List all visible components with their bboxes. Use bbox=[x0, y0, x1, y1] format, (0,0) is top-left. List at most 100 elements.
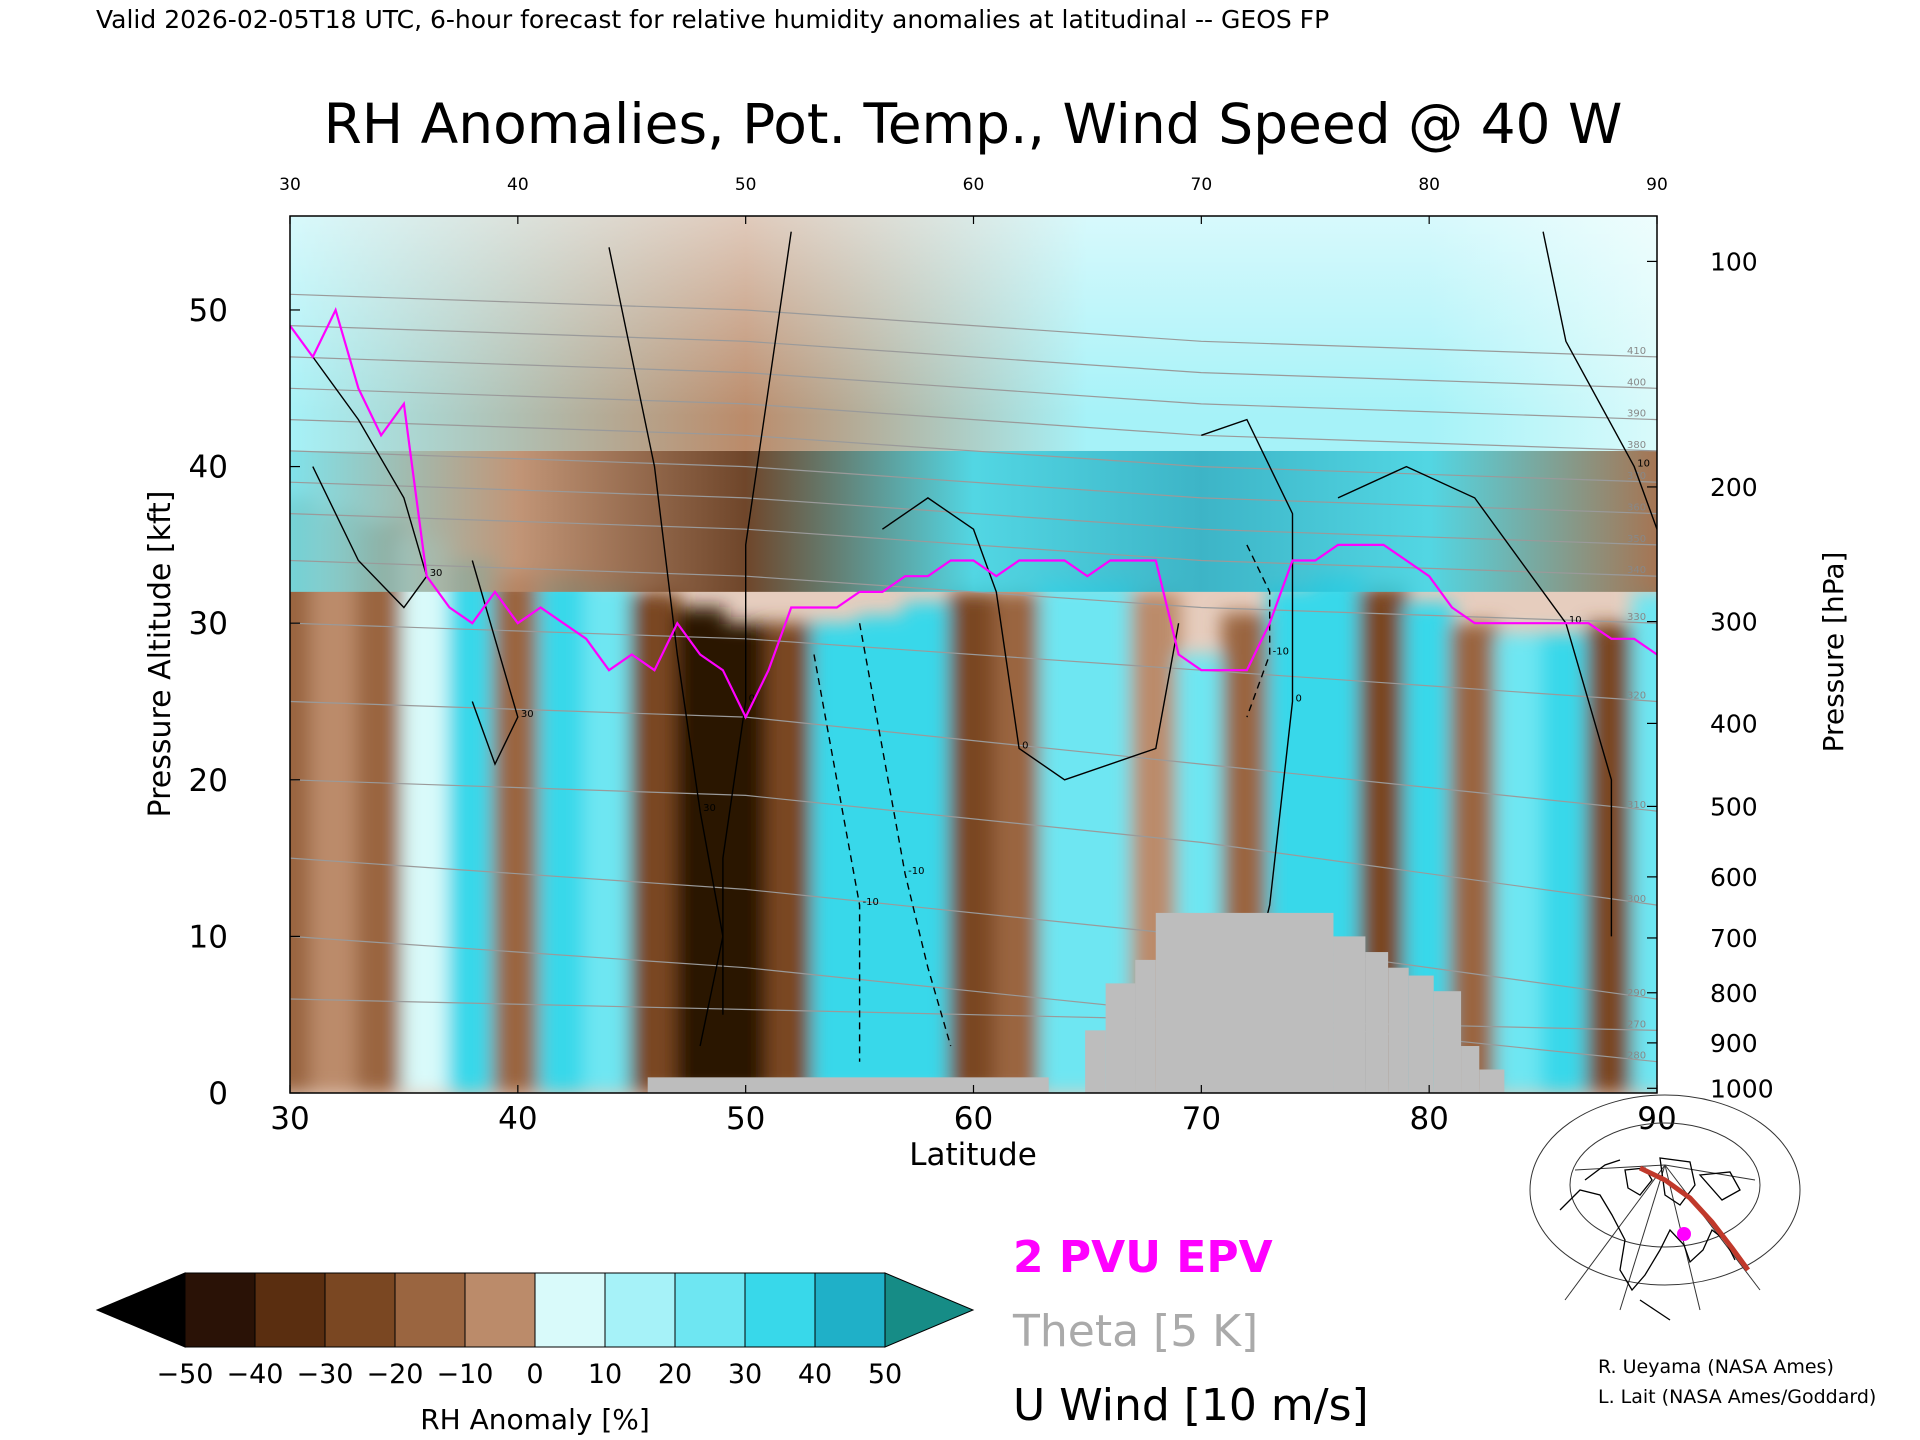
theta-label-370: 370 bbox=[1627, 471, 1646, 482]
pressure-tick-label-900: 900 bbox=[1710, 1029, 1758, 1058]
y-tick-label-30: 30 bbox=[189, 606, 228, 642]
colorbar-tick-1: −40 bbox=[227, 1359, 284, 1390]
colorbar-tick-5: 0 bbox=[526, 1359, 543, 1390]
rh-column-28 bbox=[1540, 633, 1591, 1093]
terrain-block-10 bbox=[1461, 1046, 1480, 1093]
pressure-tick-label-800: 800 bbox=[1710, 979, 1758, 1008]
y-tick-label-50: 50 bbox=[189, 293, 228, 329]
colorbar-tick-9: 40 bbox=[798, 1359, 832, 1390]
theta-line-370 bbox=[290, 419, 1657, 483]
y-tick-label-10: 10 bbox=[189, 919, 228, 955]
rh-column-27 bbox=[1495, 633, 1546, 1093]
u-wind-label-6: 10 bbox=[1569, 615, 1582, 626]
x-tick-label-60: 60 bbox=[954, 1101, 993, 1137]
stratosphere-fade bbox=[290, 216, 1657, 416]
u-wind-label-4: 0 bbox=[1022, 740, 1028, 751]
x-tick-label-30: 30 bbox=[270, 1101, 309, 1137]
terrain-block-3 bbox=[1135, 959, 1156, 1093]
u-wind-label-5: 0 bbox=[1295, 693, 1301, 704]
pressure-tick-label-100: 100 bbox=[1710, 247, 1758, 276]
terrain-mask bbox=[647, 912, 1505, 1093]
x-tick-label-80: 80 bbox=[1409, 1101, 1448, 1137]
y-axis-label-right: Pressure [hPa] bbox=[1817, 552, 1850, 753]
colorbar-tick-4: −10 bbox=[437, 1359, 494, 1390]
u-wind-contour-2 bbox=[608, 247, 724, 1047]
u-wind-label-1: 30 bbox=[521, 709, 534, 720]
theta-label-270: 270 bbox=[1627, 1019, 1646, 1030]
theta-line-330 bbox=[290, 559, 1657, 624]
u-wind-contour-6 bbox=[1337, 465, 1613, 937]
section-location-map bbox=[1529, 1094, 1801, 1339]
colorbar-tick-10: 50 bbox=[868, 1359, 902, 1390]
credit-line-1: R. Ueyama (NASA Ames) bbox=[1598, 1356, 1834, 1378]
colorbar-box-0 bbox=[184, 1272, 256, 1348]
colorbar-tick-7: 20 bbox=[658, 1359, 692, 1390]
terrain-block-4 bbox=[1155, 912, 1334, 1093]
valid-time-line: Valid 2026-02-05T18 UTC, 6-hour forecast… bbox=[96, 5, 1329, 34]
theta-line-290 bbox=[290, 857, 1657, 1000]
rh-column-14 bbox=[902, 602, 953, 1093]
u-wind-contour-7 bbox=[1542, 231, 1657, 530]
rh-column-8 bbox=[629, 591, 680, 1093]
u-wind-contour-1 bbox=[471, 560, 519, 766]
rh-column-12 bbox=[811, 623, 862, 1093]
theta-label-330: 330 bbox=[1627, 612, 1646, 623]
x-axis-bottom: 30 40 50 60 70 80 90 bbox=[270, 1085, 1677, 1137]
theta-line-320 bbox=[290, 622, 1657, 703]
pressure-tick-label-700: 700 bbox=[1710, 924, 1758, 953]
x-axis-label: Latitude bbox=[909, 1137, 1037, 1173]
plot-area: 2702802903003103203303403503603703803904… bbox=[290, 216, 1657, 1093]
rh-column-11 bbox=[766, 623, 817, 1093]
section-line bbox=[1638, 1165, 1751, 1272]
theta-label-380: 380 bbox=[1627, 440, 1646, 451]
theta-label-290: 290 bbox=[1627, 988, 1646, 999]
u-wind-contour-9 bbox=[813, 654, 861, 1062]
u-wind-contour-8 bbox=[858, 623, 952, 1047]
u-wind-label-9: -10 bbox=[863, 897, 879, 908]
theta-line-340 bbox=[290, 513, 1657, 577]
x-tick-label-40: 40 bbox=[498, 1101, 537, 1137]
pressure-tick-label-1000: 1000 bbox=[1710, 1074, 1774, 1103]
theta-line-410 bbox=[290, 293, 1657, 358]
terrain-block-5 bbox=[1333, 936, 1366, 1093]
top-x-tick-label-90: 90 bbox=[1646, 175, 1668, 195]
y-tick-label-20: 20 bbox=[189, 763, 228, 799]
rh-column-6 bbox=[538, 576, 589, 1093]
rh-column-30 bbox=[1631, 591, 1657, 1093]
theta-label-320: 320 bbox=[1627, 690, 1646, 701]
colorbar-box-1 bbox=[254, 1272, 326, 1348]
colorbar-box-8 bbox=[744, 1272, 816, 1348]
colorbar-box-9 bbox=[814, 1272, 886, 1348]
u-wind-label-7: 10 bbox=[1637, 459, 1650, 470]
theta-line-390 bbox=[290, 356, 1657, 421]
chart-title: RH Anomalies, Pot. Temp., Wind Speed @ 4… bbox=[324, 92, 1623, 156]
u-wind-contour-3 bbox=[722, 231, 792, 1015]
theta-label-410: 410 bbox=[1627, 346, 1646, 357]
x-tick-label-90: 90 bbox=[1637, 1101, 1676, 1137]
terrain-block-6 bbox=[1365, 952, 1389, 1093]
u-wind-label-8: -10 bbox=[908, 866, 924, 877]
rh-column-4 bbox=[447, 560, 498, 1093]
top-x-tick-label-80: 80 bbox=[1418, 175, 1440, 195]
section-marker bbox=[1677, 1227, 1691, 1241]
rh-anomaly-upper-band bbox=[290, 450, 1657, 592]
rh-column-13 bbox=[857, 615, 908, 1093]
y-axis-label-left: Pressure Altitude [kft] bbox=[143, 491, 178, 818]
theta-line-380 bbox=[290, 387, 1657, 452]
epv-2pvu-contour bbox=[290, 306, 1657, 720]
terrain-block-11 bbox=[1479, 1069, 1505, 1093]
top-x-tick-label-40: 40 bbox=[507, 175, 529, 195]
theta-label-400: 400 bbox=[1627, 377, 1646, 388]
top-x-tick-label-30: 30 bbox=[279, 175, 301, 195]
rh-column-1 bbox=[310, 510, 361, 1093]
theta-label-300: 300 bbox=[1627, 894, 1646, 905]
colorbar-label: RH Anomaly [%] bbox=[420, 1403, 650, 1436]
u-wind-label-2: 30 bbox=[703, 803, 716, 814]
x-tick-label-70: 70 bbox=[1182, 1101, 1221, 1137]
theta-line-310 bbox=[290, 700, 1657, 812]
theta-line-400 bbox=[290, 325, 1657, 389]
u-wind-label-10: -10 bbox=[1273, 647, 1289, 658]
colorbar-tick-6: 10 bbox=[588, 1359, 622, 1390]
terrain-block-7 bbox=[1388, 967, 1409, 1093]
